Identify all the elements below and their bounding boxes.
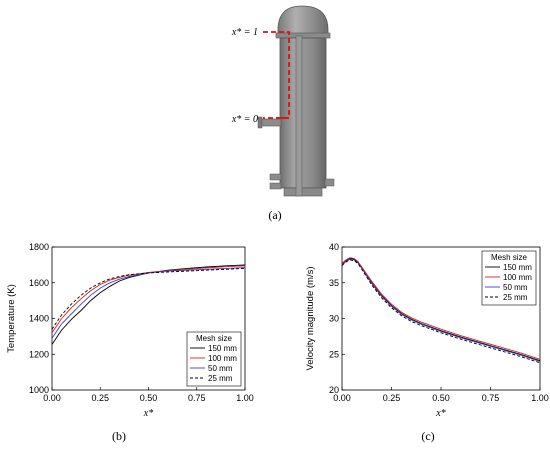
y-tick-label: 20 [329,385,339,395]
x-axis-label: x* [143,408,153,419]
inner-tube [295,35,303,197]
y-axis-label: Temperature (K) [6,284,17,353]
legend-entry: 100 mm [208,354,237,363]
y-tick-label: 1200 [29,349,49,359]
legend-entry: 25 mm [208,374,233,383]
legend-title: Mesh size [196,334,233,343]
caption-b: (b) [112,429,126,443]
legend-box [481,250,537,306]
x-tick-label: 0.50 [140,393,158,403]
label-x-star-1: x* = 1 [231,27,258,38]
x-tick-label: 1.00 [236,393,254,403]
y-tick-label: 1400 [29,314,49,324]
side-inlet [260,118,282,127]
vessel-bottom [283,187,323,197]
y-tick-label: 1800 [29,242,49,252]
x-tick-label: 1.00 [531,393,549,403]
y-tick-label: 35 [329,278,339,288]
vessel-body [279,37,327,189]
x-tick-label: 0.25 [383,393,401,403]
y-tick-label: 40 [329,242,339,252]
legend-box [186,331,242,387]
left-nozzle-2 [269,182,282,190]
x-tick-label: 0.75 [482,393,500,403]
legend-entry: 100 mm [503,273,532,282]
legend-entry: 150 mm [503,263,532,272]
legend-entry: 150 mm [208,344,237,353]
y-tick-label: 1600 [29,278,49,288]
series-line-100-mm [341,257,541,360]
series-line-25-mm [341,259,541,364]
x-tick-label: 0.00 [43,393,61,403]
legend-title: Mesh size [491,253,528,262]
y-tick-label: 30 [329,314,339,324]
side-inlet-flange [257,116,263,129]
vessel-dome [277,5,329,35]
series-line-25-mm [51,267,246,330]
series-line-150-mm [51,264,246,345]
label-x-star-0: x* = 0 [231,114,258,125]
x-tick-label: 0.50 [432,393,450,403]
x-tick-label: 0.00 [333,393,351,403]
x-tick-label: 0.25 [91,393,109,403]
x-tick-label: 0.75 [188,393,206,403]
x-axis-label: x* [435,408,445,419]
panel-a-geometry: x* = 1 x* = 0 (a) [231,5,335,222]
series-line-100-mm [51,265,246,334]
vessel-ring [275,32,331,39]
series-line-50-mm [51,267,246,339]
left-nozzle-1 [269,173,282,181]
caption-a: (a) [268,208,281,222]
temperature-chart: 0.00 0.25 0.50 0.75 1.00 1000 1200 1400 1600 1800… [6,242,254,443]
y-axis-label: Velocity magnitude (m/s) [305,266,316,370]
legend-entry: 50 mm [503,283,528,292]
y-tick-label: 25 [329,349,339,359]
legend-entry: 25 mm [503,293,528,302]
caption-c: (c) [421,429,434,443]
right-nozzle [324,178,335,187]
legend-entry: 50 mm [208,364,233,373]
velocity-chart: 0.00 0.25 0.50 0.75 1.00 20 25 30 35 40 x* Velocity… [305,242,549,443]
series-line-50-mm [341,258,541,362]
y-tick-label: 1000 [29,385,49,395]
series-line-150-mm [341,257,541,362]
